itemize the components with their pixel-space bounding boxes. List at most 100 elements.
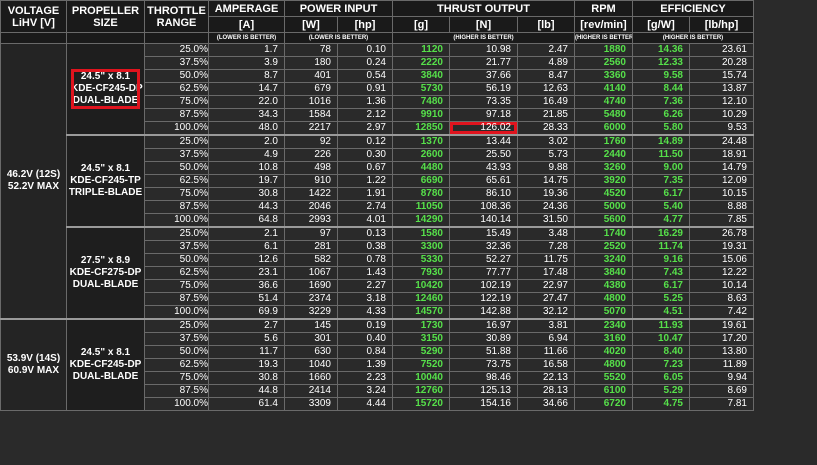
propeller-line: TRIPLE-BLADE	[68, 187, 143, 198]
propeller-header-line2: SIZE	[93, 16, 118, 29]
voltage-cell: 53.9V (14S) 60.9V MAX	[0, 318, 67, 411]
power-w-cell: 679	[284, 82, 338, 96]
thrust-n-cell: 73.35	[449, 95, 518, 109]
rpm-cell: 4020	[574, 345, 633, 359]
table-row: 37.5% 4.9 226 0.30 2600 25.50 5.73 2440 11.50 18.…	[1, 148, 817, 162]
rpm-header: RPM	[574, 0, 633, 17]
rpm-cell: 5070	[574, 305, 633, 320]
thrust-g-cell: 6690	[392, 174, 450, 188]
thrust-note: (HIGHER IS BETTER)	[392, 32, 575, 44]
thrust-g-cell: 14290	[392, 213, 450, 228]
amperage-cell: 19.7	[208, 174, 285, 188]
throttle-cell: 100.0%	[144, 213, 209, 228]
thrust-header: THRUST OUTPUT	[392, 0, 575, 17]
thrust-g-cell: 8780	[392, 187, 450, 201]
thrust-n-cell: 125.13	[449, 384, 518, 398]
amperage-cell: 11.7	[208, 345, 285, 359]
efficiency-gw-cell: 11.93	[632, 318, 690, 333]
thrust-n-cell: 15.49	[449, 226, 518, 241]
amperage-cell: 6.1	[208, 240, 285, 254]
rpm-cell: 1760	[574, 134, 633, 149]
thrust-g-cell: 2220	[392, 56, 450, 70]
amperage-cell: 36.6	[208, 279, 285, 293]
throttle-cell: 75.0%	[144, 371, 209, 385]
throttle-cell: 100.0%	[144, 305, 209, 320]
rpm-cell: 6100	[574, 384, 633, 398]
efficiency-lbhp-cell: 7.85	[689, 213, 754, 228]
power-w-cell: 2217	[284, 121, 338, 136]
rpm-cell: 3240	[574, 253, 633, 267]
efficiency-lbhp-cell: 12.09	[689, 174, 754, 188]
voltage-line: 46.2V (12S)	[6, 169, 61, 180]
thrust-g-cell: 15720	[392, 397, 450, 411]
amperage-cell: 44.3	[208, 200, 285, 214]
rpm-cell: 2440	[574, 148, 633, 162]
rpm-cell: 4740	[574, 95, 633, 109]
thrust-g-cell: 3840	[392, 69, 450, 83]
efficiency-lbhp-cell: 20.28	[689, 56, 754, 70]
amperage-cell: 12.6	[208, 253, 285, 267]
rpm-cell: 3360	[574, 69, 633, 83]
voltage-line: 52.2V MAX	[7, 181, 60, 192]
amperage-cell: 30.8	[208, 371, 285, 385]
rpm-cell: 3260	[574, 161, 633, 175]
efficiency-lbhp-cell: 9.94	[689, 371, 754, 385]
propeller-line: KDE-CF245-DP	[71, 83, 143, 94]
thrust-n-cell: 122.19	[449, 292, 518, 306]
power-hp-cell: 0.19	[337, 318, 393, 333]
power-w-cell: 3309	[284, 397, 338, 411]
voltage-cell: 46.2V (12S) 52.2V MAX	[0, 43, 67, 320]
amperage-cell: 19.3	[208, 358, 285, 372]
throttle-cell: 25.0%	[144, 43, 209, 57]
throttle-cell: 62.5%	[144, 358, 209, 372]
efficiency-gw-cell: 9.00	[632, 161, 690, 175]
thrust-unit-n: [N]	[449, 16, 518, 33]
amperage-cell: 61.4	[208, 397, 285, 411]
power-hp-cell: 1.43	[337, 266, 393, 280]
rpm-cell: 2520	[574, 240, 633, 254]
rpm-cell: 3920	[574, 174, 633, 188]
efficiency-gw-cell: 8.44	[632, 82, 690, 96]
thrust-g-cell: 10040	[392, 371, 450, 385]
rpm-cell: 6720	[574, 397, 633, 411]
throttle-cell: 25.0%	[144, 318, 209, 333]
table-row: 87.5% 51.4 2374 3.18 12460 122.19 27.47 4800 5.2…	[1, 292, 817, 306]
rpm-cell: 3160	[574, 332, 633, 346]
table-row: 100.0% 61.4 3309 4.44 15720 154.16 34.66 6720 4.…	[1, 397, 817, 411]
thrust-n-cell: 56.19	[449, 82, 518, 96]
efficiency-unit-lbhp: [lb/hp]	[689, 16, 754, 33]
efficiency-gw-cell: 6.05	[632, 371, 690, 385]
throttle-cell: 50.0%	[144, 345, 209, 359]
thrust-lb-cell: 3.48	[517, 226, 575, 241]
thrust-n-cell: 98.46	[449, 371, 518, 385]
thrust-lb-cell: 11.66	[517, 345, 575, 359]
power-w-cell: 498	[284, 161, 338, 175]
thrust-lb-cell: 4.89	[517, 56, 575, 70]
thrust-g-cell: 12850	[392, 121, 450, 136]
power-note: (LOWER IS BETTER)	[284, 32, 393, 44]
propeller-line: KDE-CF275-DP	[69, 267, 142, 278]
thrust-g-cell: 7930	[392, 266, 450, 280]
power-hp-cell: 1.91	[337, 187, 393, 201]
thrust-unit-lb: [lb]	[517, 16, 575, 33]
amperage-cell: 48.0	[208, 121, 285, 136]
amperage-cell: 8.7	[208, 69, 285, 83]
table-row: 24.5" x 8.1 KDE-CF245-TP TRIPLE-BLADE 25.0%…	[1, 134, 817, 228]
thrust-g-cell: 11050	[392, 200, 450, 214]
table-row: 75.0% 30.8 1660 2.23 10040 98.46 22.13 5520 6.05…	[1, 371, 817, 385]
rpm-cell: 4800	[574, 292, 633, 306]
thrust-lb-cell: 7.28	[517, 240, 575, 254]
efficiency-gw-cell: 16.29	[632, 226, 690, 241]
amperage-note: (LOWER IS BETTER)	[208, 32, 285, 44]
efficiency-gw-cell: 9.16	[632, 253, 690, 267]
power-w-cell: 1067	[284, 266, 338, 280]
efficiency-unit-gw: [g/W]	[632, 16, 690, 33]
power-w-cell: 145	[284, 318, 338, 333]
propeller-cell: 24.5" x 8.1 KDE-CF245-DP DUAL-BLADE	[66, 43, 145, 136]
throttle-cell: 87.5%	[144, 292, 209, 306]
throttle-cell: 25.0%	[144, 226, 209, 241]
power-hp-cell: 3.24	[337, 384, 393, 398]
thrust-lb-cell: 32.12	[517, 305, 575, 320]
amperage-cell: 1.7	[208, 43, 285, 57]
thrust-lb-cell: 19.36	[517, 187, 575, 201]
